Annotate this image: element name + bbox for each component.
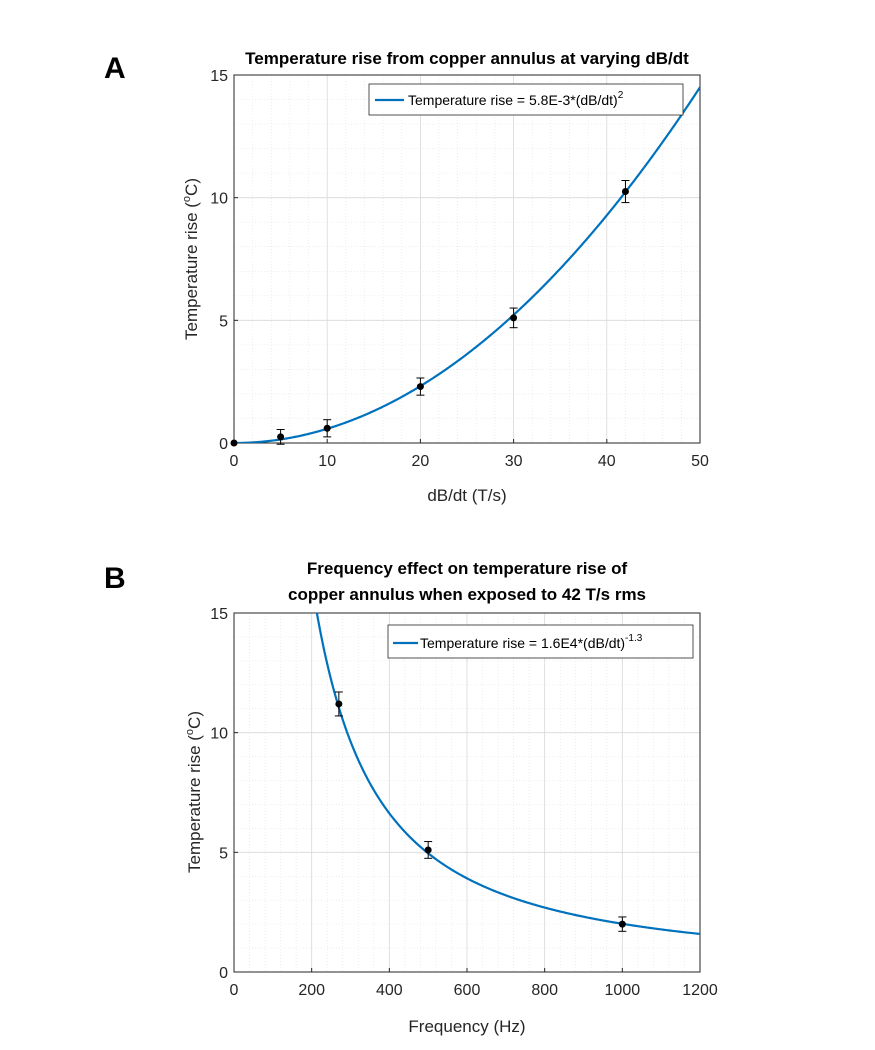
chart-b-ylabel: Temperature rise (oC) bbox=[184, 711, 204, 873]
chart-b-legend-box bbox=[387, 624, 694, 659]
chart-b-x-tick-label: 800 bbox=[531, 982, 558, 999]
chart-b-x-tick-label: 600 bbox=[454, 982, 481, 999]
chart-a-y-tick-label: 0 bbox=[219, 436, 228, 453]
chart-b-y-tick-label: 10 bbox=[210, 726, 228, 743]
chart-a-fit-line bbox=[234, 86, 700, 443]
chart-b-legend-sup: -1.3 bbox=[625, 633, 643, 644]
chart-b-title-line1: Frequency effect on temperature rise of bbox=[307, 559, 628, 578]
chart-a-legend-sup: 2 bbox=[618, 90, 624, 101]
chart-a-x-tick-label: 50 bbox=[691, 453, 709, 470]
chart-b-y-tick-label: 15 bbox=[210, 606, 228, 623]
chart-a-x-tick-label: 40 bbox=[598, 453, 616, 470]
chart-a-x-tick-label: 20 bbox=[412, 453, 430, 470]
chart-a-x-tick-label: 30 bbox=[505, 453, 523, 470]
chart-b-legend-main: Temperature rise = 1.6E4*(dB/dt) bbox=[420, 635, 625, 651]
chart-a-data-point bbox=[510, 314, 518, 322]
chart-a-data-point bbox=[621, 188, 629, 196]
chart-b-ylabel-tail: C) bbox=[185, 711, 204, 729]
chart-b: 0 200 400 600 800 1000 1200 0 5 10 15 bbox=[210, 606, 718, 999]
chart-b-y-tick-label: 5 bbox=[219, 845, 228, 862]
chart-b-data-point bbox=[424, 846, 432, 854]
chart-b-legend: Temperature rise = 1.6E4*(dB/dt)-1.3 bbox=[387, 624, 694, 659]
chart-b-x-tick-label: 200 bbox=[298, 982, 325, 999]
chart-a-y-tick-label: 15 bbox=[210, 68, 228, 85]
chart-a-data-point bbox=[230, 439, 238, 447]
chart-a-data-point bbox=[323, 424, 331, 432]
chart-b-x-tick-label: 0 bbox=[230, 982, 239, 999]
panel-label-a: A bbox=[104, 52, 126, 85]
chart-a-data-point bbox=[277, 433, 285, 441]
chart-b-x-tick-label: 400 bbox=[376, 982, 403, 999]
chart-a-ylabel-sup: o bbox=[181, 196, 193, 202]
chart-a-x-tick-label: 10 bbox=[318, 453, 336, 470]
chart-a-xlabel: dB/dt (T/s) bbox=[427, 486, 506, 505]
chart-a-x-tick-label: 0 bbox=[230, 453, 239, 470]
panel-label-b: B bbox=[104, 562, 126, 595]
chart-a-ylabel-main: Temperature rise ( bbox=[182, 202, 201, 340]
chart-a-legend-main: Temperature rise = 5.8E-3*(dB/dt) bbox=[408, 92, 618, 108]
chart-b-x-tick-label: 1200 bbox=[682, 982, 718, 999]
chart-a-axes-box bbox=[233, 74, 701, 444]
chart-a-legend-box bbox=[368, 83, 684, 116]
chart-a-legend-text: Temperature rise = 5.8E-3*(dB/dt)2 bbox=[408, 90, 624, 108]
chart-a-plot-area bbox=[234, 75, 700, 443]
chart-b-x-tick-label: 1000 bbox=[605, 982, 641, 999]
chart-b-title-line2: copper annulus when exposed to 42 T/s rm… bbox=[288, 585, 646, 604]
chart-b-data-point bbox=[335, 700, 343, 708]
chart-a-data-point bbox=[416, 383, 424, 391]
chart-a: 0 10 20 30 40 50 0 5 10 15 bbox=[210, 68, 709, 470]
chart-a-y-tick-label: 10 bbox=[210, 191, 228, 208]
chart-a-ylabel: Temperature rise (oC) bbox=[181, 178, 201, 340]
chart-b-y-tick-label: 0 bbox=[219, 965, 228, 982]
chart-a-title: Temperature rise from copper annulus at … bbox=[245, 49, 689, 68]
chart-b-legend-text: Temperature rise = 1.6E4*(dB/dt)-1.3 bbox=[420, 633, 643, 651]
chart-a-legend: Temperature rise = 5.8E-3*(dB/dt)2 bbox=[368, 83, 684, 116]
chart-a-y-tick-label: 5 bbox=[219, 313, 228, 330]
chart-b-data-point bbox=[618, 920, 626, 928]
chart-b-ylabel-sup: o bbox=[184, 729, 196, 735]
chart-b-ylabel-main: Temperature rise ( bbox=[185, 735, 204, 873]
chart-a-ylabel-tail: C) bbox=[182, 178, 201, 196]
chart-b-xlabel: Frequency (Hz) bbox=[408, 1017, 525, 1036]
